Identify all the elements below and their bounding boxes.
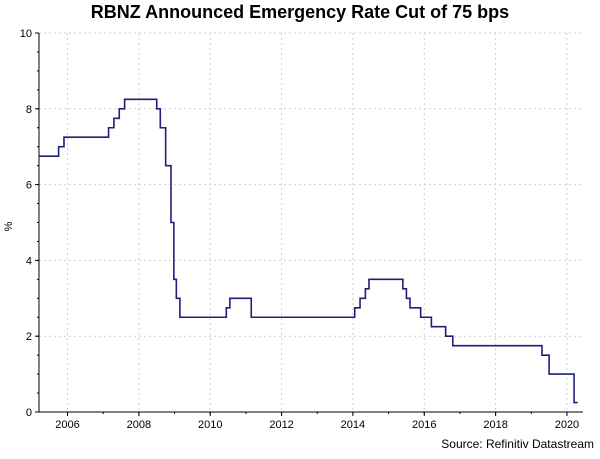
y-axis-label: % — [3, 221, 15, 231]
tick-labels: 0 2 4 6 8 10 2006 2008 2010 2012 2014 2016 2018 2020 — [20, 28, 579, 431]
gridlines — [39, 32, 583, 413]
y-tick-label: 6 — [26, 180, 32, 192]
series-line — [39, 98, 578, 404]
x-tick-label: 2006 — [55, 419, 79, 431]
x-tick-label: 2018 — [483, 419, 507, 431]
x-tick-label: 2010 — [198, 419, 222, 431]
source-note: Source: Refinitiv Datastream — [441, 437, 594, 451]
x-tick-label: 2016 — [412, 419, 436, 431]
chart-title: RBNZ Announced Emergency Rate Cut of 75 … — [90, 2, 510, 22]
x-tick-label: 2012 — [269, 419, 293, 431]
y-tick-label: 0 — [26, 407, 32, 419]
y-tick-label: 2 — [26, 331, 32, 343]
x-tick-label: 2008 — [127, 419, 151, 431]
y-tick-label: 4 — [26, 255, 32, 267]
y-tick-label: 10 — [20, 28, 32, 40]
series — [39, 98, 578, 404]
x-tick-label: 2020 — [555, 419, 579, 431]
y-tick-label: 8 — [26, 104, 32, 116]
axes — [35, 32, 583, 416]
x-tick-label: 2014 — [341, 419, 365, 431]
